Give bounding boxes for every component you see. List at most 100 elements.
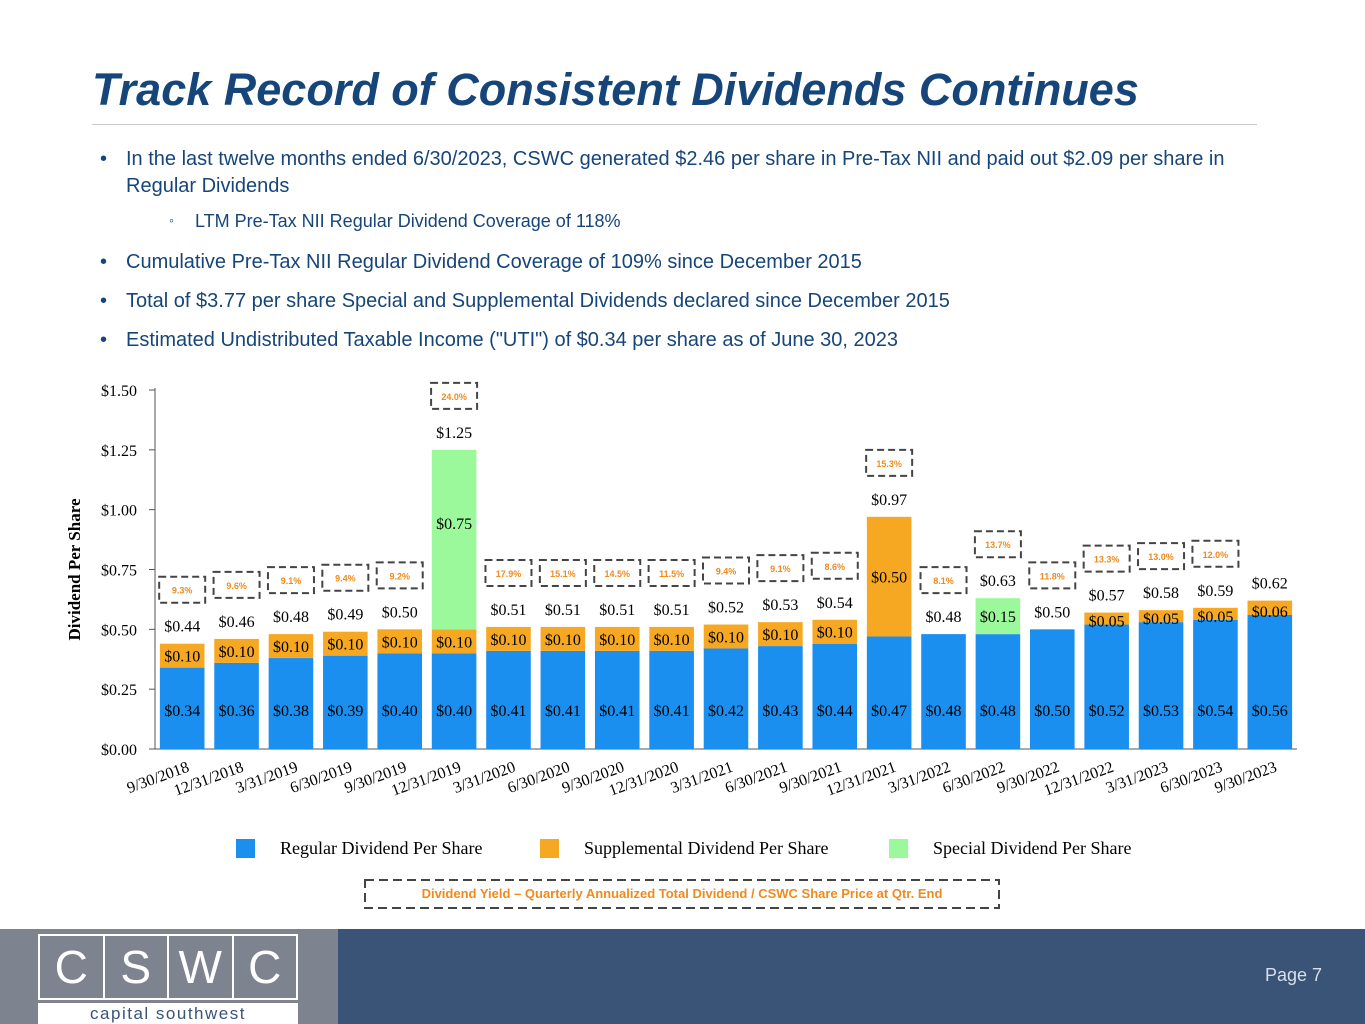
yield-badge <box>810 551 859 580</box>
regular-label: $0.41 <box>490 703 526 720</box>
bar-regular <box>975 634 1021 749</box>
special-label: $0.15 <box>980 609 1016 626</box>
supplemental-label: $0.05 <box>1197 609 1233 626</box>
yield-label: 9.4% <box>335 574 356 584</box>
bar-supplemental <box>214 638 259 663</box>
logo-letter: S <box>105 936 169 998</box>
bar-supplemental <box>1193 607 1238 620</box>
logo-subtitle: capital southwest <box>38 1003 298 1024</box>
bullet-item: • Cumulative Pre-Tax NII Regular Dividend… <box>100 249 1300 276</box>
bar-supplemental <box>323 631 368 656</box>
regular-label: $0.42 <box>708 703 744 720</box>
x-tick-label: 6/30/2020 <box>505 759 572 797</box>
bullet-text: In the last twelve months ended 6/30/202… <box>126 148 1225 197</box>
bar-regular <box>1247 614 1293 749</box>
bar-regular <box>431 653 477 749</box>
bar-supplemental <box>812 619 858 644</box>
yield-label: 8.1% <box>933 576 954 586</box>
bar-regular <box>1193 619 1238 749</box>
yield-label: 15.1% <box>550 569 576 579</box>
bullet-marker: • <box>100 251 108 273</box>
yield-label: 8.6% <box>825 562 846 572</box>
supplemental-label: $0.10 <box>490 632 526 649</box>
y-tick-label: $0.50 <box>101 622 137 639</box>
bullet-item: • Estimated Undistributed Taxable Income … <box>100 327 1300 354</box>
yield-badge <box>1137 542 1186 571</box>
total-label: $0.48 <box>926 609 962 626</box>
bullet-item: • In the last twelve months ended 6/30/20… <box>100 146 1300 200</box>
x-tick-label: 3/31/2020 <box>451 759 518 797</box>
legend-swatch <box>889 839 908 858</box>
bar-supplemental <box>758 622 803 647</box>
y-tick-label: $1.25 <box>101 443 137 460</box>
total-label: $0.58 <box>1143 585 1179 602</box>
regular-label: $0.41 <box>654 703 690 720</box>
bar-regular <box>758 646 803 749</box>
total-label: $0.48 <box>273 609 309 626</box>
total-label: $0.62 <box>1252 576 1288 593</box>
yield-label: 13.3% <box>1094 555 1120 565</box>
y-tick-label: $0.00 <box>101 742 137 759</box>
bar-supplemental <box>1138 610 1184 623</box>
supplemental-label: $0.10 <box>654 632 690 649</box>
bar-regular <box>268 658 314 749</box>
bar-supplemental <box>703 624 749 649</box>
footer-bar: C S W C capital southwest Page 7 <box>0 929 1365 1024</box>
bar-supplemental <box>540 626 586 651</box>
yield-badge <box>430 381 479 410</box>
regular-label: $0.43 <box>762 703 798 720</box>
bar-regular <box>866 636 912 749</box>
yield-badge <box>1191 539 1240 568</box>
legend-label: Regular Dividend Per Share <box>280 838 482 858</box>
yield-label: 13.7% <box>985 540 1011 550</box>
yield-label: 9.2% <box>389 571 410 581</box>
bullet-marker: • <box>100 148 108 170</box>
bar-regular <box>703 648 749 749</box>
regular-label: $0.41 <box>599 703 635 720</box>
yield-label: 9.3% <box>172 586 193 596</box>
bar-regular <box>540 650 586 749</box>
bullet-text: Total of $3.77 per share Special and Sup… <box>126 290 950 312</box>
x-tick-label: 6/30/2021 <box>723 759 790 797</box>
special-label: $0.75 <box>436 516 472 533</box>
bullet-text: Estimated Undistributed Taxable Income (… <box>126 329 899 351</box>
yield-badge <box>702 556 750 585</box>
x-tick-label: 6/30/2023 <box>1158 759 1225 797</box>
yield-badge <box>593 558 642 587</box>
yield-badge <box>647 558 696 587</box>
supplemental-label: $0.06 <box>1252 604 1288 621</box>
bar-supplemental <box>649 626 694 651</box>
y-tick-label: $1.00 <box>101 503 137 520</box>
x-tick-label: 6/30/2019 <box>288 759 355 797</box>
dividend-chart: $0.00 $0.25 $0.50 $0.75 $1.00 $1.25 $1.50 Divid… <box>65 381 1297 909</box>
sub-bullet-item: ◦ LTM Pre-Tax NII Regular Dividend Covera… <box>169 208 1300 235</box>
total-label: $0.49 <box>327 607 363 624</box>
x-tick-label: 3/31/2021 <box>669 759 736 797</box>
x-tick-label: 3/31/2019 <box>234 759 301 797</box>
supplemental-label: $0.10 <box>599 632 635 649</box>
x-tick-label: 6/30/2022 <box>940 759 1007 797</box>
bar-regular <box>812 643 858 749</box>
bar-supplemental <box>486 626 531 651</box>
yield-label: 9.1% <box>281 576 302 586</box>
supplemental-label: $0.10 <box>164 649 200 666</box>
bar-regular <box>323 655 368 749</box>
regular-label: $0.41 <box>545 703 581 720</box>
total-label: $0.51 <box>599 602 635 619</box>
yield-label: 9.1% <box>770 564 791 574</box>
supplemental-label: $0.05 <box>1089 614 1125 631</box>
bar-supplemental <box>431 629 477 654</box>
bullet-list: • In the last twelve months ended 6/30/20… <box>100 146 1300 366</box>
logo-letter: C <box>248 941 282 993</box>
supplemental-label: $0.50 <box>871 570 907 587</box>
legend-label: Supplemental Dividend Per Share <box>584 838 828 858</box>
sub-bullet-marker: ◦ <box>169 212 174 228</box>
yield-note-box <box>364 879 1000 909</box>
bar-regular <box>1029 629 1075 749</box>
bar-regular <box>486 650 531 749</box>
bar-supplemental <box>159 643 205 668</box>
bar-regular <box>1084 624 1129 749</box>
supplemental-label: $0.10 <box>762 627 798 644</box>
logo-letter: W <box>169 936 234 998</box>
bar-special <box>431 449 477 630</box>
